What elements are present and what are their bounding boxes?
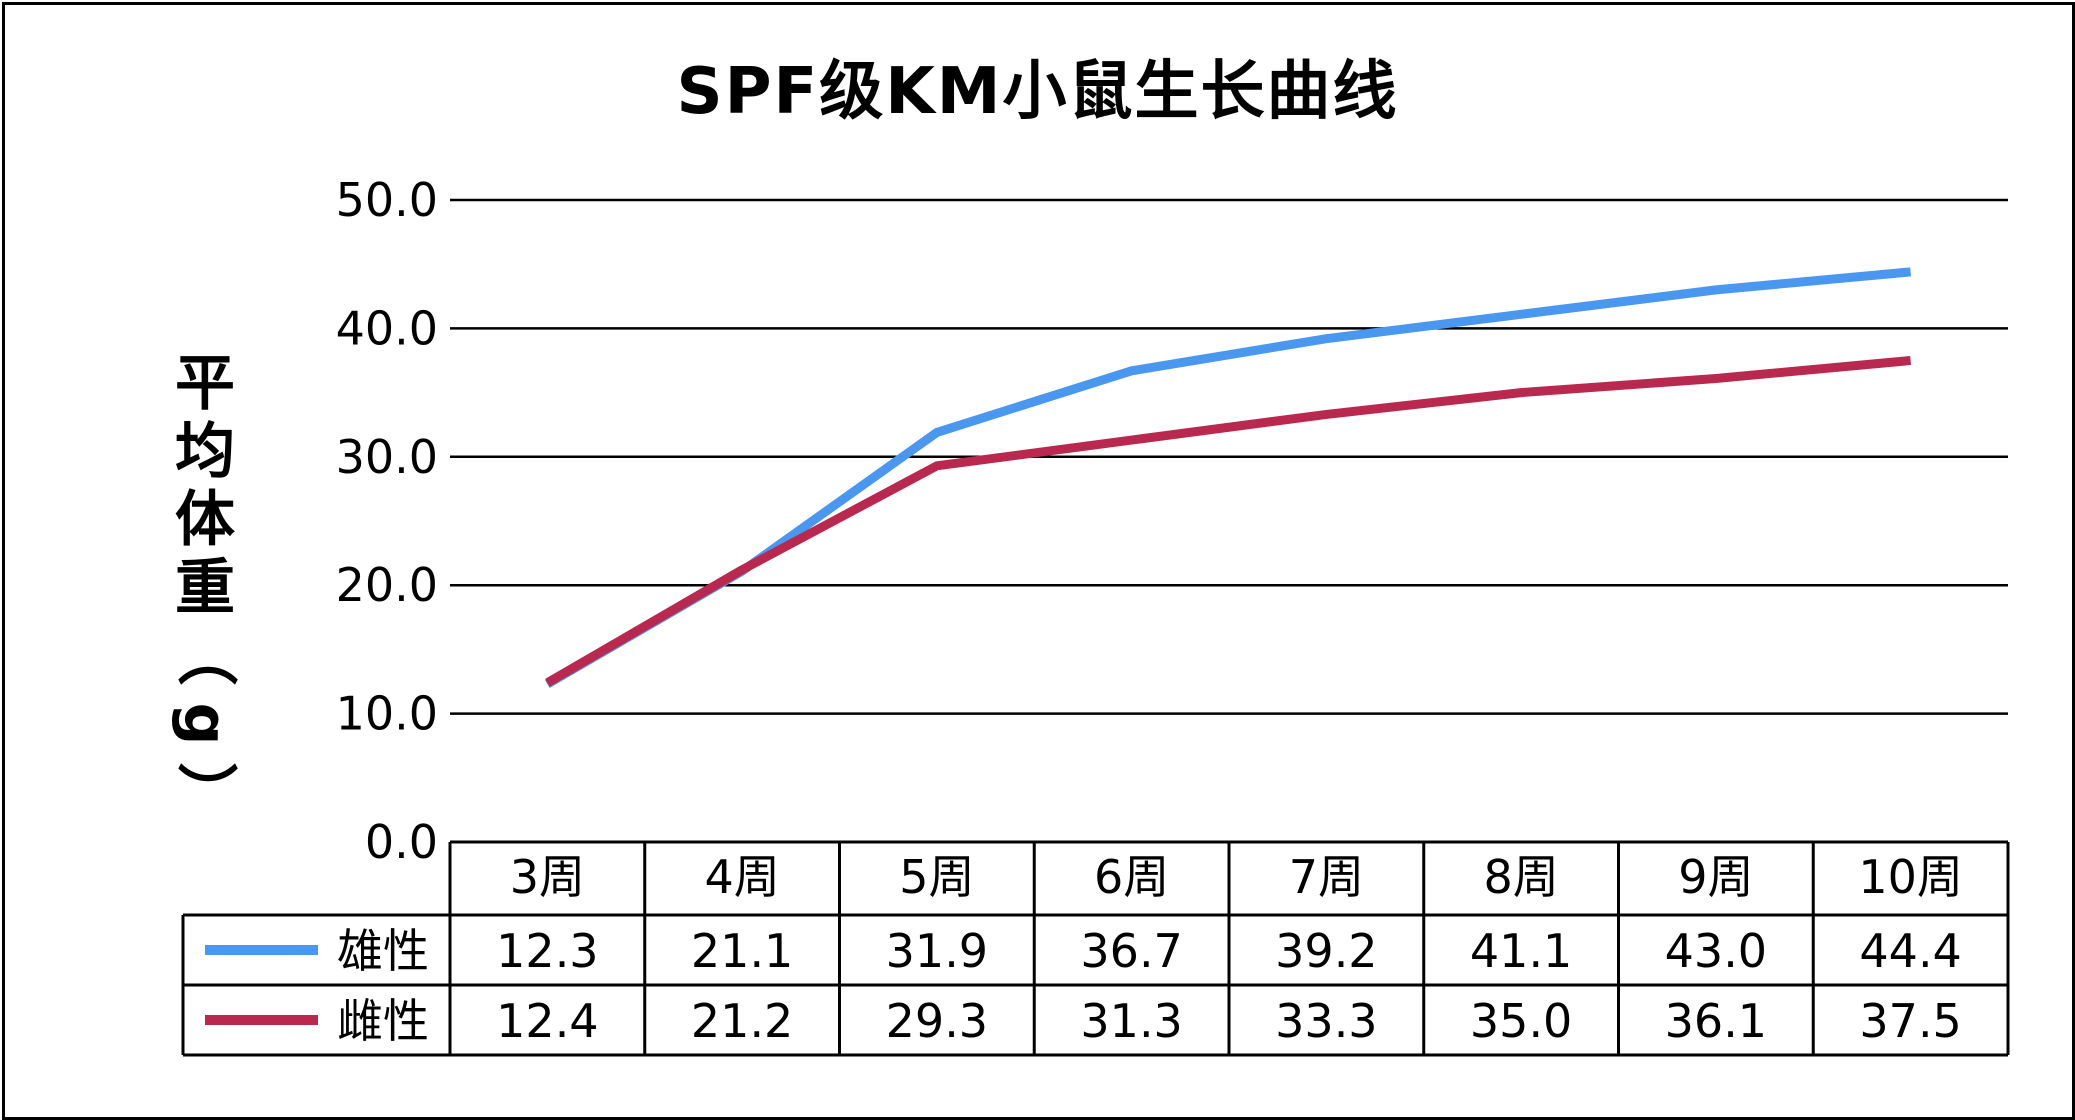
y-tick-label: 50.0 [336, 173, 438, 227]
data-label: 41.1 [1470, 924, 1572, 978]
data-label: 37.5 [1859, 994, 1961, 1048]
data-label: 31.3 [1080, 994, 1182, 1048]
y-axis-label-char: 体 [175, 485, 235, 555]
data-label: 31.9 [886, 924, 988, 978]
x-tick-label: 8周 [1483, 850, 1558, 904]
y-tick-label: 0.0 [365, 815, 438, 869]
data-label: 36.7 [1080, 924, 1182, 978]
y-tick-label: 40.0 [336, 301, 438, 355]
x-tick-label: 7周 [1289, 850, 1364, 904]
y-axis-label-char: 均 [175, 417, 235, 487]
y-axis-label-char: 平 [175, 349, 235, 419]
data-label: 12.4 [496, 994, 598, 1048]
data-label: 43.0 [1665, 924, 1767, 978]
data-label: 36.1 [1665, 994, 1767, 1048]
y-tick-label: 30.0 [336, 430, 438, 484]
data-label: 21.1 [691, 924, 793, 978]
series-line-female [545, 356, 1912, 687]
data-label: 39.2 [1275, 924, 1377, 978]
y-tick-label: 10.0 [336, 687, 438, 741]
legend-label: 雌性 [337, 994, 429, 1048]
data-label: 12.3 [496, 924, 598, 978]
data-label: 44.4 [1859, 924, 1961, 978]
y-axis-label-char: 重 [175, 553, 235, 623]
series-line-male [545, 267, 1912, 688]
data-label: 21.2 [691, 994, 793, 1048]
data-label: 35.0 [1470, 994, 1572, 1048]
x-tick-label: 10周 [1858, 850, 1963, 904]
x-tick-label: 5周 [899, 850, 974, 904]
x-tick-label: 6周 [1094, 850, 1169, 904]
y-tick-label: 20.0 [336, 558, 438, 612]
y-axis-label: 平 均 体 重 （ g ） [170, 350, 240, 826]
x-tick-label: 4周 [704, 850, 779, 904]
x-tick-label: 3周 [510, 850, 585, 904]
legend-label: 雄性 [337, 924, 429, 978]
x-tick-label: 9周 [1678, 850, 1753, 904]
data-label: 29.3 [886, 994, 988, 1048]
data-label: 33.3 [1275, 994, 1377, 1048]
chart-title: SPF级KM小鼠生长曲线 [676, 55, 1399, 129]
